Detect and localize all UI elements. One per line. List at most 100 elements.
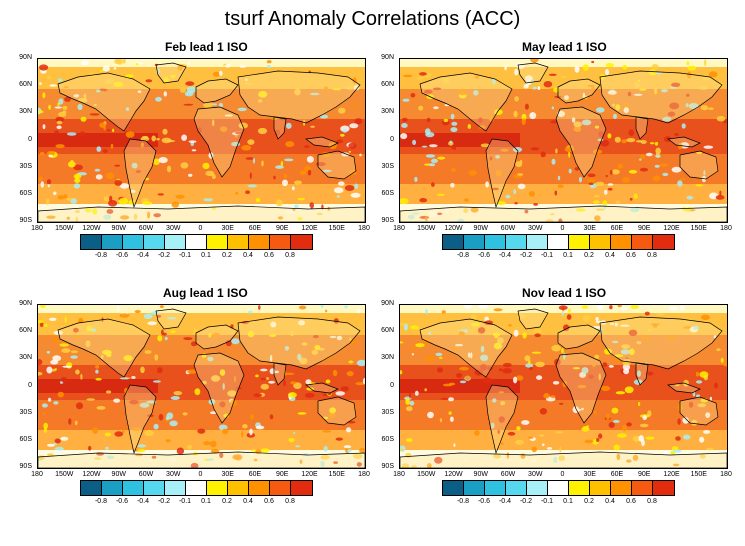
longitude-label: 60W (138, 225, 154, 232)
longitude-label: 30W (528, 225, 543, 232)
colorbar-label: -0.8 (456, 498, 470, 505)
panel-title: Feb lead 1 ISO (165, 40, 248, 54)
colorbar-swatch (249, 235, 270, 249)
latitude-label: 0 (28, 381, 32, 389)
colorbar-swatch (506, 481, 527, 495)
colorbar-label: -0.6 (115, 498, 129, 505)
latitude-label: 0 (28, 135, 32, 143)
longitude-label: 60W (138, 471, 154, 478)
panel-title: Nov lead 1 ISO (522, 286, 607, 300)
latitude-label: 90S (381, 463, 394, 471)
colorbar-swatch (249, 481, 270, 495)
colorbar-label: -0.8 (94, 252, 108, 259)
colorbar-label: -0.4 (498, 498, 512, 505)
longitude-label: 60W (500, 471, 516, 478)
colorbar-swatch (464, 235, 485, 249)
colorbar-swatch (270, 235, 291, 249)
colorbar-label: 0.6 (626, 498, 636, 505)
colorbar-label: 0.1 (563, 498, 573, 505)
correlation-map (399, 304, 728, 469)
colorbar-swatch (123, 235, 144, 249)
colorbar-label: 0.1 (201, 498, 211, 505)
colorbar-swatch (81, 481, 102, 495)
colorbar-swatch (548, 235, 569, 249)
longitude-label: 0 (198, 471, 203, 478)
colorbar-label: -0.4 (498, 252, 512, 259)
longitude-label: 150E (328, 471, 345, 478)
colorbar-label: 0.1 (563, 252, 573, 259)
longitude-label: 180 (393, 471, 405, 478)
latitude-label: 30S (381, 162, 394, 170)
colorbar-swatch (506, 235, 527, 249)
colorbar (80, 234, 313, 250)
map-field (38, 59, 365, 222)
colorbar-label: -0.2 (157, 498, 171, 505)
latitude-label: 60S (19, 190, 32, 197)
latitude-label: 90S (381, 217, 394, 225)
colorbar-label: 0.1 (201, 252, 211, 259)
colorbar-swatch (102, 481, 123, 495)
colorbar-label: 0.2 (584, 498, 594, 505)
colorbar-swatch (81, 235, 102, 249)
colorbar-swatch (123, 481, 144, 495)
colorbar-swatch (207, 481, 228, 495)
colorbar-swatch (443, 481, 464, 495)
colorbar-swatch (590, 481, 611, 495)
map-field (400, 305, 727, 468)
latitude-label: 60S (381, 436, 394, 443)
latitude-label: 0 (390, 381, 394, 389)
map-panel-1: Feb lead 1 ISO 90N 60N 30N 0 30S 60S 90S 180 150W… (0, 40, 370, 300)
colorbar-label: 0.8 (285, 252, 295, 259)
colorbar-swatch (207, 235, 228, 249)
colorbar-swatch (611, 481, 632, 495)
main-title: tsurf Anomaly Correlations (ACC) (224, 8, 521, 30)
longitude-label: 30E (221, 471, 234, 478)
longitude-label: 150W (417, 471, 436, 478)
longitude-label: 90W (473, 471, 488, 478)
colorbar-swatch (590, 235, 611, 249)
longitude-label: 180 (393, 225, 405, 232)
colorbar-label: -0.1 (540, 252, 554, 259)
longitude-label: 0 (198, 225, 203, 232)
colorbar-label: 0.6 (264, 252, 274, 259)
colorbar-swatch (186, 481, 207, 495)
longitude-label: 60W (500, 225, 516, 232)
colorbar-label: 0.8 (285, 498, 295, 505)
colorbar-label: -0.1 (540, 498, 554, 505)
colorbar-label: 0.4 (243, 498, 253, 505)
colorbar-label: -0.4 (136, 252, 150, 259)
colorbar-swatch (653, 481, 674, 495)
colorbar-label: 0.2 (222, 252, 232, 259)
longitude-label: 60E (248, 471, 262, 478)
longitude-label: 30E (583, 471, 596, 478)
latitude-label: 30N (381, 354, 394, 362)
colorbar-swatch (569, 235, 590, 249)
map-panel-3: Aug lead 1 ISO 90N 60N 30N 0 30S 60S 90S 180 150W… (0, 286, 370, 546)
longitude-label: 180 (358, 471, 370, 478)
colorbar-swatch (569, 481, 590, 495)
colorbar-swatch (228, 235, 249, 249)
longitude-label: 180 (31, 471, 43, 478)
colorbar-label: 0.6 (626, 252, 636, 259)
latitude-label: 60N (381, 81, 394, 89)
longitude-label: 120E (301, 471, 318, 478)
colorbar-label: -0.2 (519, 498, 533, 505)
longitude-label: 30E (221, 225, 234, 232)
colorbar-label: 0.8 (647, 498, 657, 505)
correlation-map (37, 58, 366, 223)
longitude-label: 150W (55, 471, 74, 478)
colorbar-swatch (144, 481, 165, 495)
latitude-label: 30S (19, 408, 32, 416)
latitude-label: 60N (381, 327, 394, 335)
colorbar-swatch (186, 235, 207, 249)
longitude-label: 60E (610, 225, 624, 232)
colorbar-swatch (527, 481, 548, 495)
map-panel-4: Nov lead 1 ISO 90N 60N 30N 0 30S 60S 90S 180 150W… (362, 286, 732, 546)
longitude-label: 120W (82, 471, 101, 478)
colorbar-swatch (291, 235, 312, 249)
longitude-label: 150W (55, 225, 74, 232)
latitude-label: 0 (390, 135, 394, 143)
latitude-label: 60N (19, 81, 32, 89)
latitude-label: 60N (19, 327, 32, 335)
colorbar-label: -0.6 (477, 498, 491, 505)
